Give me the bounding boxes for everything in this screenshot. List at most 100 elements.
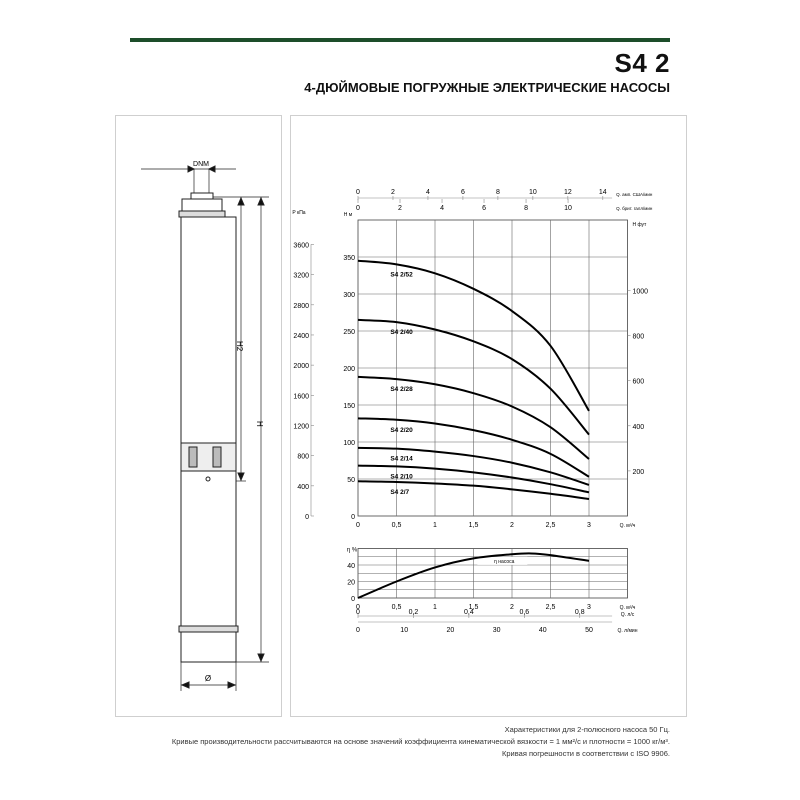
- imp-gpm-axis-label: Q. брит. галл/мин: [616, 206, 653, 211]
- h-tick-label: 250: [343, 329, 355, 336]
- efficiency-curve: [357, 552, 590, 599]
- h-tick-label: 100: [343, 440, 355, 447]
- pressure-tick-label: 400: [297, 484, 309, 491]
- us-gpm-tick-label: 0: [356, 189, 360, 196]
- lmin-tick-label: 50: [585, 627, 593, 634]
- q-axis-label: Q. м³/ч: [620, 605, 636, 611]
- header-rule: [130, 38, 670, 42]
- h2-label: H2: [235, 341, 244, 352]
- h-tick-label: 300: [343, 292, 355, 299]
- footer-line-2: Кривые производительности рассчитываются…: [171, 737, 670, 746]
- imp-gpm-tick-label: 2: [398, 205, 402, 212]
- pressure-axis-label: P кПа: [292, 210, 305, 216]
- diameter-label: Ø: [205, 674, 211, 683]
- q-tick-label: 3: [587, 604, 591, 611]
- h-tick-label: 150: [343, 403, 355, 410]
- q-tick-label: 2: [510, 604, 514, 611]
- q-tick-label: 0,5: [392, 604, 402, 611]
- curve-label: S4 2/52: [390, 271, 413, 278]
- eff-label-bg: [477, 556, 528, 565]
- eff-tick-label: 40: [347, 563, 355, 570]
- curve-S4-2-20: [357, 417, 590, 478]
- us-gpm-tick-label: 8: [496, 189, 500, 196]
- q-tick-label: 0: [356, 522, 360, 529]
- model-title: S4 2: [614, 48, 670, 78]
- curve-S4-2-14: [357, 446, 590, 486]
- q-axis-label: Q. м³/ч: [620, 523, 636, 529]
- curve-S4-2-10: [357, 464, 590, 494]
- lmin-tick-label: 30: [493, 627, 501, 634]
- feet-tick-label: 800: [633, 334, 645, 341]
- imp-gpm-tick-label: 6: [482, 205, 486, 212]
- footer-line-1: Характеристики для 2-полюсного насоса 50…: [504, 725, 670, 734]
- ls-tick-label: 0: [356, 609, 360, 616]
- us-gpm-axis-label: Q. амп. США/мин: [616, 192, 653, 197]
- pressure-tick-label: 2000: [293, 363, 309, 370]
- q-tick-label: 0: [356, 604, 360, 611]
- pressure-tick-label: 800: [297, 454, 309, 461]
- eff-axis-label: η %: [347, 548, 358, 554]
- q-tick-label: 1: [433, 604, 437, 611]
- q-tick-label: 3: [587, 522, 591, 529]
- pressure-tick-label: 2800: [293, 303, 309, 310]
- page-subtitle: 4-ДЮЙМОВЫЕ ПОГРУЖНЫЕ ЭЛЕКТРИЧЕСКИЕ НАСОС…: [304, 80, 670, 95]
- curve-label: S4 2/40: [390, 329, 413, 336]
- lmin-tick-label: 10: [400, 627, 408, 634]
- q-tick-label: 0,5: [392, 522, 402, 529]
- h-tick-label: 350: [343, 255, 355, 262]
- ls-tick-label: 0,8: [575, 609, 585, 616]
- curve-label: S4 2/14: [390, 456, 413, 463]
- pressure-tick-label: 2400: [293, 333, 309, 340]
- curve-S4-2-52: [357, 259, 590, 412]
- eff-series-label: η насоса: [494, 559, 515, 565]
- q-tick-label: 2: [510, 522, 514, 529]
- us-gpm-tick-label: 10: [529, 189, 537, 196]
- chart-panel: 0 50 100 150 200 250 300 350 0 0,5 1 1,5 2 2,5 3 Q. м³/…: [290, 115, 687, 717]
- q-tick-label: 1: [433, 522, 437, 529]
- eff-tick-label: 20: [347, 580, 355, 587]
- us-gpm-tick-label: 6: [461, 189, 465, 196]
- curve-label: S4 2/7: [390, 489, 409, 496]
- ls-tick-label: 0,4: [464, 609, 474, 616]
- us-gpm-tick-label: 2: [391, 189, 395, 196]
- imp-gpm-tick-label: 4: [440, 205, 444, 212]
- h-tick-label: 0: [351, 514, 355, 521]
- feet-tick-label: 200: [633, 469, 645, 476]
- drawing-panel: DNM H2 H Ø: [115, 115, 282, 717]
- curve-label: S4 2/10: [390, 473, 413, 480]
- curve-S4-2-7: [357, 480, 590, 500]
- ls-axis-label: Q. л/с: [621, 612, 635, 618]
- q-tick-label: 1,5: [469, 522, 479, 529]
- imp-gpm-tick-label: 0: [356, 205, 360, 212]
- h-axis-label: H м: [344, 212, 353, 218]
- curve-label: S4 2/28: [390, 386, 413, 393]
- pressure-tick-label: 0: [305, 514, 309, 521]
- pressure-tick-label: 1600: [293, 393, 309, 400]
- feet-tick-label: 600: [633, 379, 645, 386]
- feet-tick-label: 1000: [633, 288, 649, 295]
- pressure-tick-label: 3200: [293, 273, 309, 280]
- q-tick-label: 2,5: [546, 522, 556, 529]
- lmin-tick-label: 40: [539, 627, 547, 634]
- eff-tick-label: 0: [351, 596, 355, 603]
- us-gpm-tick-label: 12: [564, 189, 572, 196]
- pressure-tick-label: 3600: [293, 242, 309, 249]
- pump-drawing: DNM H2 H Ø: [141, 161, 269, 691]
- curve-label: S4 2/20: [390, 427, 413, 434]
- curve-S4-2-40: [357, 318, 590, 436]
- imp-gpm-tick-label: 8: [524, 205, 528, 212]
- ls-tick-label: 0,2: [409, 609, 419, 616]
- q-tick-label: 1,5: [469, 604, 479, 611]
- footer-notes: Характеристики для 2-полюсного насоса 50…: [172, 724, 670, 760]
- h-tick-label: 50: [347, 477, 355, 484]
- h-tick-label: 200: [343, 366, 355, 373]
- lmin-tick-label: 20: [447, 627, 455, 634]
- h-label: H: [255, 421, 264, 427]
- us-gpm-tick-label: 14: [599, 189, 607, 196]
- imp-gpm-tick-label: 10: [564, 205, 572, 212]
- lmin-tick-label: 0: [356, 627, 360, 634]
- feet-axis-label: H фут: [633, 222, 648, 228]
- us-gpm-tick-label: 4: [426, 189, 430, 196]
- q-tick-label: 2,5: [546, 604, 556, 611]
